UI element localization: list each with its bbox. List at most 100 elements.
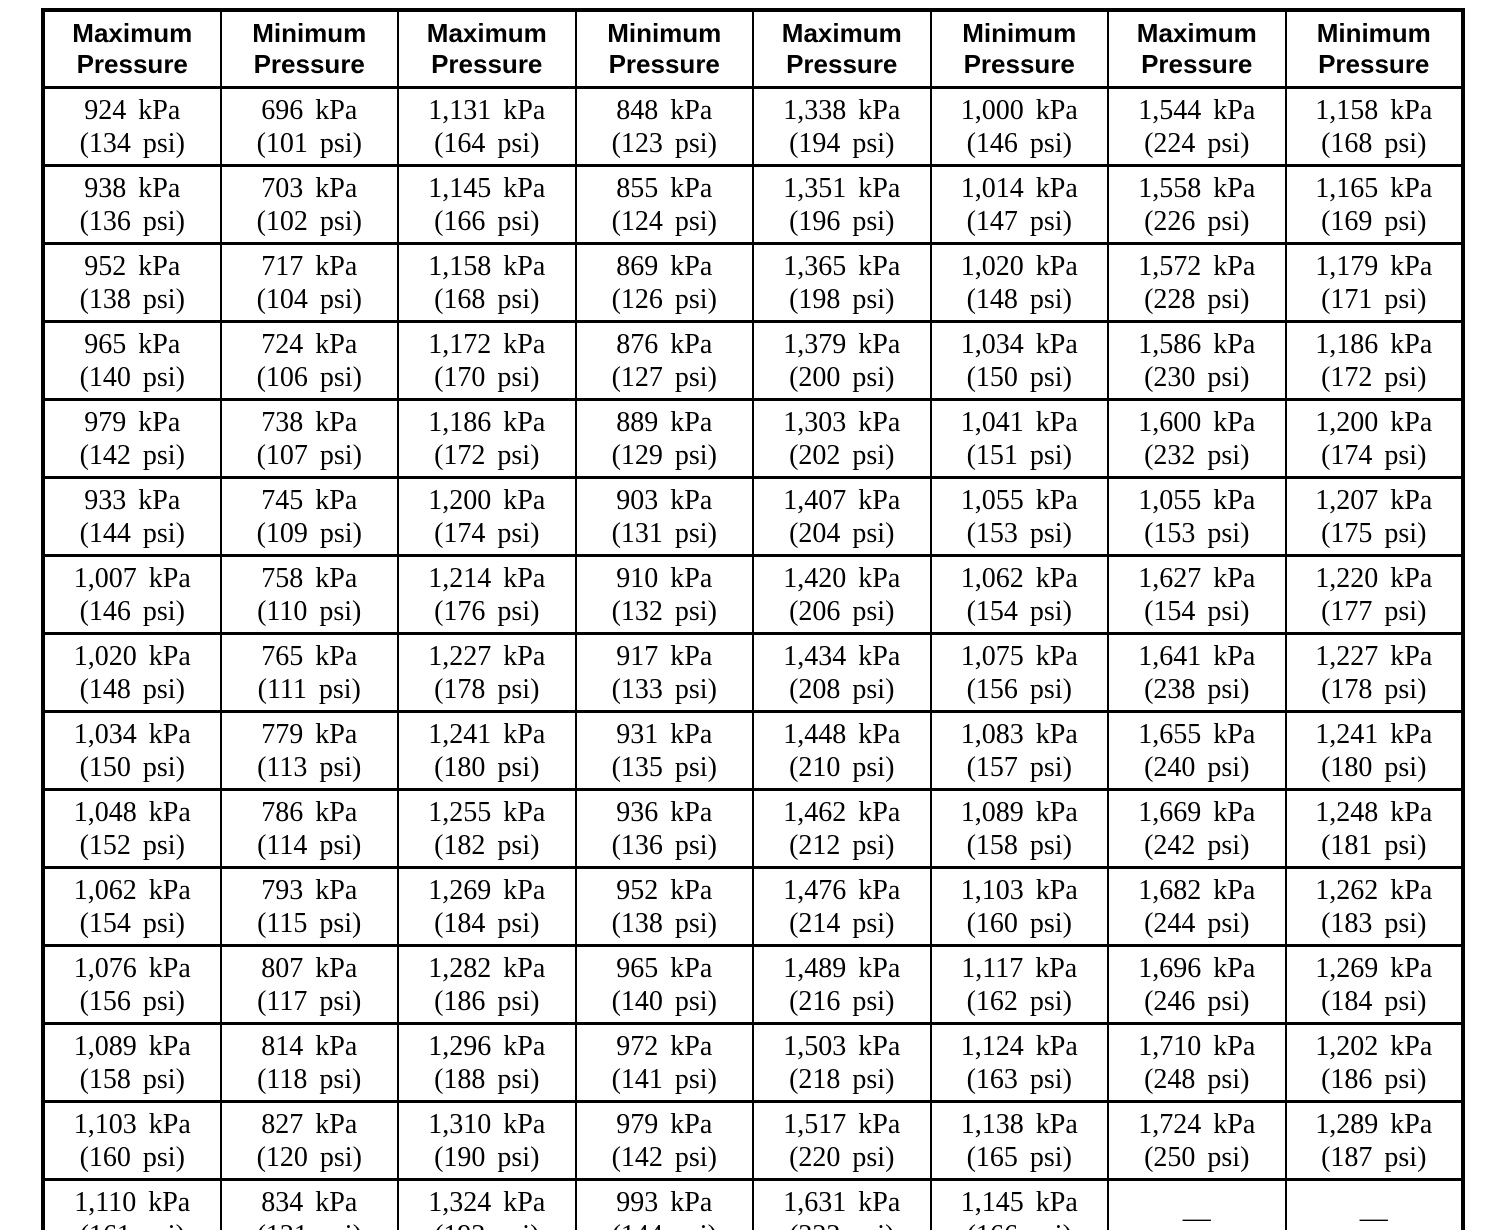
pressure-cell: 779 kPa (113 psi): [219, 710, 399, 791]
kpa-value: 1,014 kPa: [960, 172, 1078, 204]
pressure-cell: 1,048 kPa (152 psi): [42, 788, 222, 869]
psi-value: (152 psi): [79, 829, 185, 861]
kpa-value: 1,020 kPa: [960, 250, 1078, 282]
psi-value: (147 psi): [966, 205, 1072, 237]
kpa-value: 1,586 kPa: [1138, 328, 1256, 360]
pressure-cell: 917 kPa (133 psi): [574, 632, 754, 713]
pressure-cell: 1,420 kPa (206 psi): [752, 554, 932, 635]
kpa-value: 724 kPa: [261, 328, 358, 360]
pressure-cell: 696 kPa (101 psi): [219, 86, 399, 167]
kpa-value: 1,476 kPa: [783, 874, 901, 906]
kpa-value: 952 kPa: [616, 874, 713, 906]
psi-value: (220 psi): [789, 1141, 895, 1173]
column-header: Maximum Pressure: [42, 8, 222, 89]
psi-value: (181 psi): [1321, 829, 1427, 861]
psi-value: (132 psi): [611, 595, 717, 627]
table-row: 1,048 kPa (152 psi) 786 kPa (114 psi) 1,255 …: [42, 788, 1464, 869]
psi-value: (226 psi): [1144, 205, 1250, 237]
kpa-value: 1,572 kPa: [1138, 250, 1256, 282]
kpa-value: 1,448 kPa: [783, 718, 901, 750]
pressure-cell: 1,020 kPa (148 psi): [929, 242, 1109, 323]
psi-value: (107 psi): [256, 439, 362, 471]
psi-value: (210 psi): [789, 751, 895, 783]
pressure-cell: 1,269 kPa (184 psi): [1284, 944, 1464, 1025]
kpa-value: 903 kPa: [616, 484, 713, 516]
pressure-cell: 965 kPa (140 psi): [42, 320, 222, 401]
table-row: 965 kPa (140 psi) 724 kPa (106 psi) 1,172 kP…: [42, 320, 1464, 401]
psi-value: (184 psi): [1321, 985, 1427, 1017]
pressure-cell: 765 kPa (111 psi): [219, 632, 399, 713]
kpa-value: 1,075 kPa: [960, 640, 1078, 672]
pressure-cell: 1,600 kPa (232 psi): [1107, 398, 1287, 479]
pressure-cell: 703 kPa (102 psi): [219, 164, 399, 245]
psi-value: (170 psi): [434, 361, 540, 393]
table-row: 1,076 kPa (156 psi) 807 kPa (117 psi) 1,282 …: [42, 944, 1464, 1025]
table-row: 1,007 kPa (146 psi) 758 kPa (110 psi) 1,214 …: [42, 554, 1464, 635]
psi-value: (146 psi): [966, 127, 1072, 159]
kpa-value: 717 kPa: [261, 250, 358, 282]
kpa-value: 738 kPa: [261, 406, 358, 438]
pressure-cell: 1,075 kPa (156 psi): [929, 632, 1109, 713]
kpa-value: 1,365 kPa: [783, 250, 901, 282]
table-row: 1,034 kPa (150 psi) 779 kPa (113 psi) 1,241 …: [42, 710, 1464, 791]
psi-value: (148 psi): [966, 283, 1072, 315]
kpa-value: 1,627 kPa: [1138, 562, 1256, 594]
kpa-value: 765 kPa: [261, 640, 358, 672]
psi-value: (186 psi): [1321, 1063, 1427, 1095]
pressure-cell: 924 kPa (134 psi): [42, 86, 222, 167]
kpa-value: 1,655 kPa: [1138, 718, 1256, 750]
psi-value: (177 psi): [1321, 595, 1427, 627]
kpa-value: 1,214 kPa: [428, 562, 546, 594]
psi-value: (165 psi): [966, 1141, 1072, 1173]
psi-value: (188 psi): [434, 1063, 540, 1095]
pressure-table: Maximum Pressure Minimum Pressure Maximum …: [41, 8, 1465, 1230]
psi-value: (136 psi): [611, 829, 717, 861]
psi-value: (182 psi): [434, 829, 540, 861]
kpa-value: 1,641 kPa: [1138, 640, 1256, 672]
psi-value: (121 psi): [226, 1219, 394, 1230]
pressure-cell: 793 kPa (115 psi): [219, 866, 399, 947]
pressure-cell: 1,041 kPa (151 psi): [929, 398, 1109, 479]
kpa-value: 1,131 kPa: [428, 94, 546, 126]
column-header: Minimum Pressure: [574, 8, 754, 89]
kpa-value: 1,062 kPa: [73, 874, 191, 906]
kpa-value: 1,710 kPa: [1138, 1030, 1256, 1062]
kpa-value: 1,186 kPa: [1315, 328, 1433, 360]
kpa-value: 1,158 kPa: [1315, 94, 1433, 126]
pressure-cell: 1,062 kPa (154 psi): [929, 554, 1109, 635]
kpa-value: 1,034 kPa: [73, 718, 191, 750]
psi-value: (124 psi): [611, 205, 717, 237]
pressure-cell: —: [1284, 1178, 1464, 1230]
pressure-cell: 1,324 kPa(192 psi): [397, 1178, 577, 1230]
kpa-value: 979 kPa: [84, 406, 181, 438]
psi-value: (158 psi): [966, 829, 1072, 861]
pressure-cell: 758 kPa (110 psi): [219, 554, 399, 635]
psi-value: (242 psi): [1144, 829, 1250, 861]
kpa-value: 889 kPa: [616, 406, 713, 438]
pressure-cell: 972 kPa (141 psi): [574, 1022, 754, 1103]
psi-value: (131 psi): [611, 517, 717, 549]
psi-value: (144 psi): [581, 1219, 749, 1230]
kpa-value: 1,103 kPa: [960, 874, 1078, 906]
psi-value: (153 psi): [1144, 517, 1250, 549]
psi-value: (141 psi): [611, 1063, 717, 1095]
psi-value: (104 psi): [256, 283, 362, 315]
pressure-cell: 834 kPa(121 psi): [219, 1178, 399, 1230]
kpa-value: 1,089 kPa: [73, 1030, 191, 1062]
psi-value: (240 psi): [1144, 751, 1250, 783]
psi-value: (101 psi): [256, 127, 362, 159]
kpa-value: 1,489 kPa: [783, 952, 901, 984]
kpa-value: 1,200 kPa: [1315, 406, 1433, 438]
kpa-value: 1,062 kPa: [960, 562, 1078, 594]
kpa-value: 1,020 kPa: [73, 640, 191, 672]
kpa-value: 1,269 kPa: [428, 874, 546, 906]
table-row: 933 kPa (144 psi) 745 kPa (109 psi) 1,200 kP…: [42, 476, 1464, 557]
kpa-value: 1,138 kPa: [960, 1108, 1078, 1140]
psi-value: (232 psi): [1144, 439, 1250, 471]
pressure-cell: 1,034 kPa (150 psi): [42, 710, 222, 791]
kpa-value: 917 kPa: [616, 640, 713, 672]
kpa-value: 1,220 kPa: [1315, 562, 1433, 594]
psi-value: (224 psi): [1144, 127, 1250, 159]
column-header: Minimum Pressure: [929, 8, 1109, 89]
